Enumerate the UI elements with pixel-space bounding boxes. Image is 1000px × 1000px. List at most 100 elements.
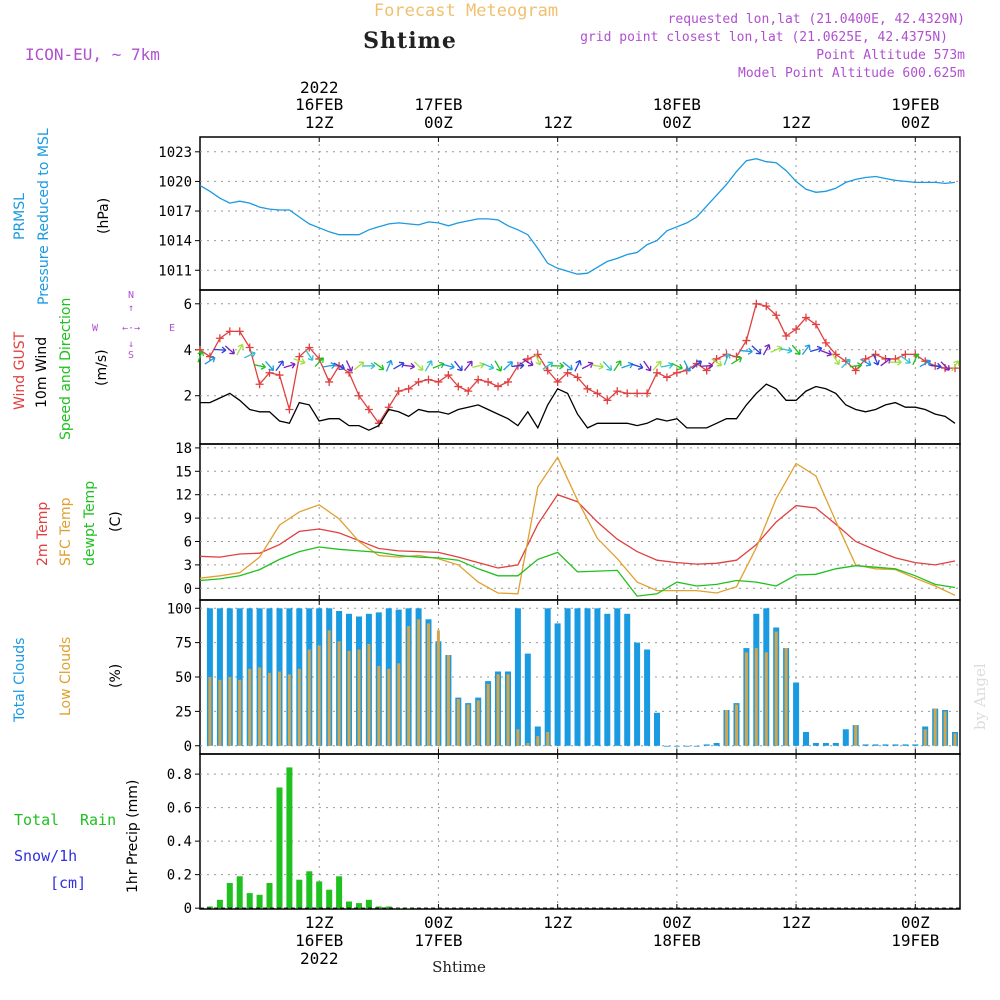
wind-arrow-shaft (820, 349, 832, 356)
wind-arrow-shaft (253, 364, 266, 368)
ytick-label: 1020 (158, 174, 192, 190)
bar-total-clouds (803, 732, 809, 746)
wind-arrow-icon (841, 358, 851, 369)
gust-marker (305, 343, 314, 352)
rain-label: Rain (80, 811, 116, 829)
top-date: 19FEB (891, 95, 939, 114)
wind-arrow-head (953, 360, 960, 366)
bar-rain (306, 871, 313, 909)
panel5-labels: Total Rain Snow/1h [cm] 1hr Precip (mm) (14, 780, 141, 893)
wind-arrow-icon (551, 362, 565, 370)
bar-low-clouds (297, 668, 301, 746)
snow-label: Snow/1h (14, 847, 77, 865)
compass-icon: N ↑ W ←·→ E ↓ S (92, 290, 175, 361)
bar-low-clouds (347, 650, 351, 746)
wind-arrow-head (873, 359, 880, 366)
wind-arrow-shaft (832, 353, 840, 365)
ytick-label: 3 (184, 558, 192, 574)
bottom-hour: 00Z (901, 913, 930, 932)
wind-arrow-head (378, 364, 385, 371)
bar-total-clouds (216, 608, 223, 746)
bar-rain (375, 906, 382, 909)
wind-arrow-head (575, 359, 582, 366)
wind-arrow-shaft (652, 361, 662, 371)
top-year: 2022 (300, 78, 339, 97)
gust-marker (772, 311, 781, 320)
wind-arrow-icon (494, 360, 503, 372)
ytick-label: 2 (184, 389, 192, 405)
gust-marker (215, 334, 224, 343)
bar-rain (316, 881, 323, 909)
ytick-label: 6 (184, 535, 192, 551)
bar-rain (256, 894, 263, 909)
wind-arrow-shaft (929, 364, 942, 368)
top-hour: 12Z (305, 113, 334, 132)
wind-arrow-icon (197, 350, 205, 363)
gust-marker (295, 352, 304, 361)
wind-arrow-shaft (204, 356, 216, 365)
wind-arrow-shaft (711, 358, 722, 367)
gust-marker (494, 382, 503, 391)
wind-arrow-icon (323, 362, 336, 370)
wind-arrow-shaft (860, 358, 872, 366)
bar-low-clouds (317, 645, 321, 746)
wind-arrow-shaft (809, 347, 822, 353)
bar-total-clouds (524, 653, 531, 746)
bar-rain (226, 883, 233, 909)
wind-arrow-shaft (534, 353, 541, 366)
bar-low-clouds (436, 630, 440, 746)
bar-total-clouds (912, 744, 919, 746)
bar-total-clouds (663, 745, 670, 747)
wind-arrow-head (527, 360, 534, 367)
gust-marker (603, 396, 612, 405)
wind-arrow-icon (562, 361, 573, 371)
wind-arrow-shaft (373, 361, 385, 370)
bar-total-clouds (872, 744, 879, 746)
wind-arrow-shaft (683, 360, 691, 372)
wind-arrow-head (615, 360, 622, 366)
wind-arrow-head (677, 363, 683, 371)
wind-arrow-shaft (872, 353, 879, 366)
bar-rain (326, 889, 333, 909)
wind-arrow-shaft (323, 364, 336, 368)
bar-low-clouds (784, 648, 788, 746)
gust-marker (702, 366, 711, 375)
top-hour: 00Z (662, 113, 691, 132)
bar-total-clouds (822, 743, 829, 746)
wind-arrow-head (936, 362, 942, 370)
gust-marker (205, 352, 214, 361)
gust-marker (762, 302, 771, 311)
bar-rain (206, 906, 213, 909)
bar-rain (276, 787, 283, 909)
gust-marker (394, 387, 403, 396)
panel-4: 0 25 50 75 100 (167, 599, 961, 755)
panels: 1011 1014 1017 1020 1023 2 4 6 0 3 6 9 12 15 18 0 25 50 75… (158, 136, 961, 917)
bar-low-clouds (764, 652, 768, 746)
gust-marker (245, 343, 254, 352)
compass-s: S (128, 350, 134, 361)
gust-marker (454, 382, 463, 391)
wind-arrow-icon (900, 355, 911, 364)
series-line-sfc-temp (199, 455, 956, 596)
forecast-title: Forecast Meteogram (374, 1, 558, 21)
bar-low-clouds (923, 729, 927, 746)
wind-arrow-head (696, 360, 702, 367)
wind-arrow-shaft (562, 361, 573, 371)
ytick-label: 18 (175, 441, 192, 457)
wind-arrow-icon (723, 353, 731, 366)
bar-low-clouds (774, 631, 778, 746)
panel-frame (199, 136, 961, 291)
wind-arrow-head (547, 361, 554, 368)
wind-arrow-head (370, 362, 376, 370)
wind-unit: (m/s) (94, 349, 110, 386)
bar-total-clouds (514, 608, 521, 746)
wind-arrow-head (747, 347, 753, 355)
bottom-year: 2022 (300, 949, 339, 968)
bottom-date: 19FEB (891, 931, 939, 950)
wind-arrow-head (409, 362, 416, 370)
gust-marker (652, 368, 661, 377)
panel4-labels: Total Clouds Low Clouds (%) (12, 637, 124, 723)
bar-rain (385, 906, 392, 909)
top-date: 18FEB (653, 95, 701, 114)
